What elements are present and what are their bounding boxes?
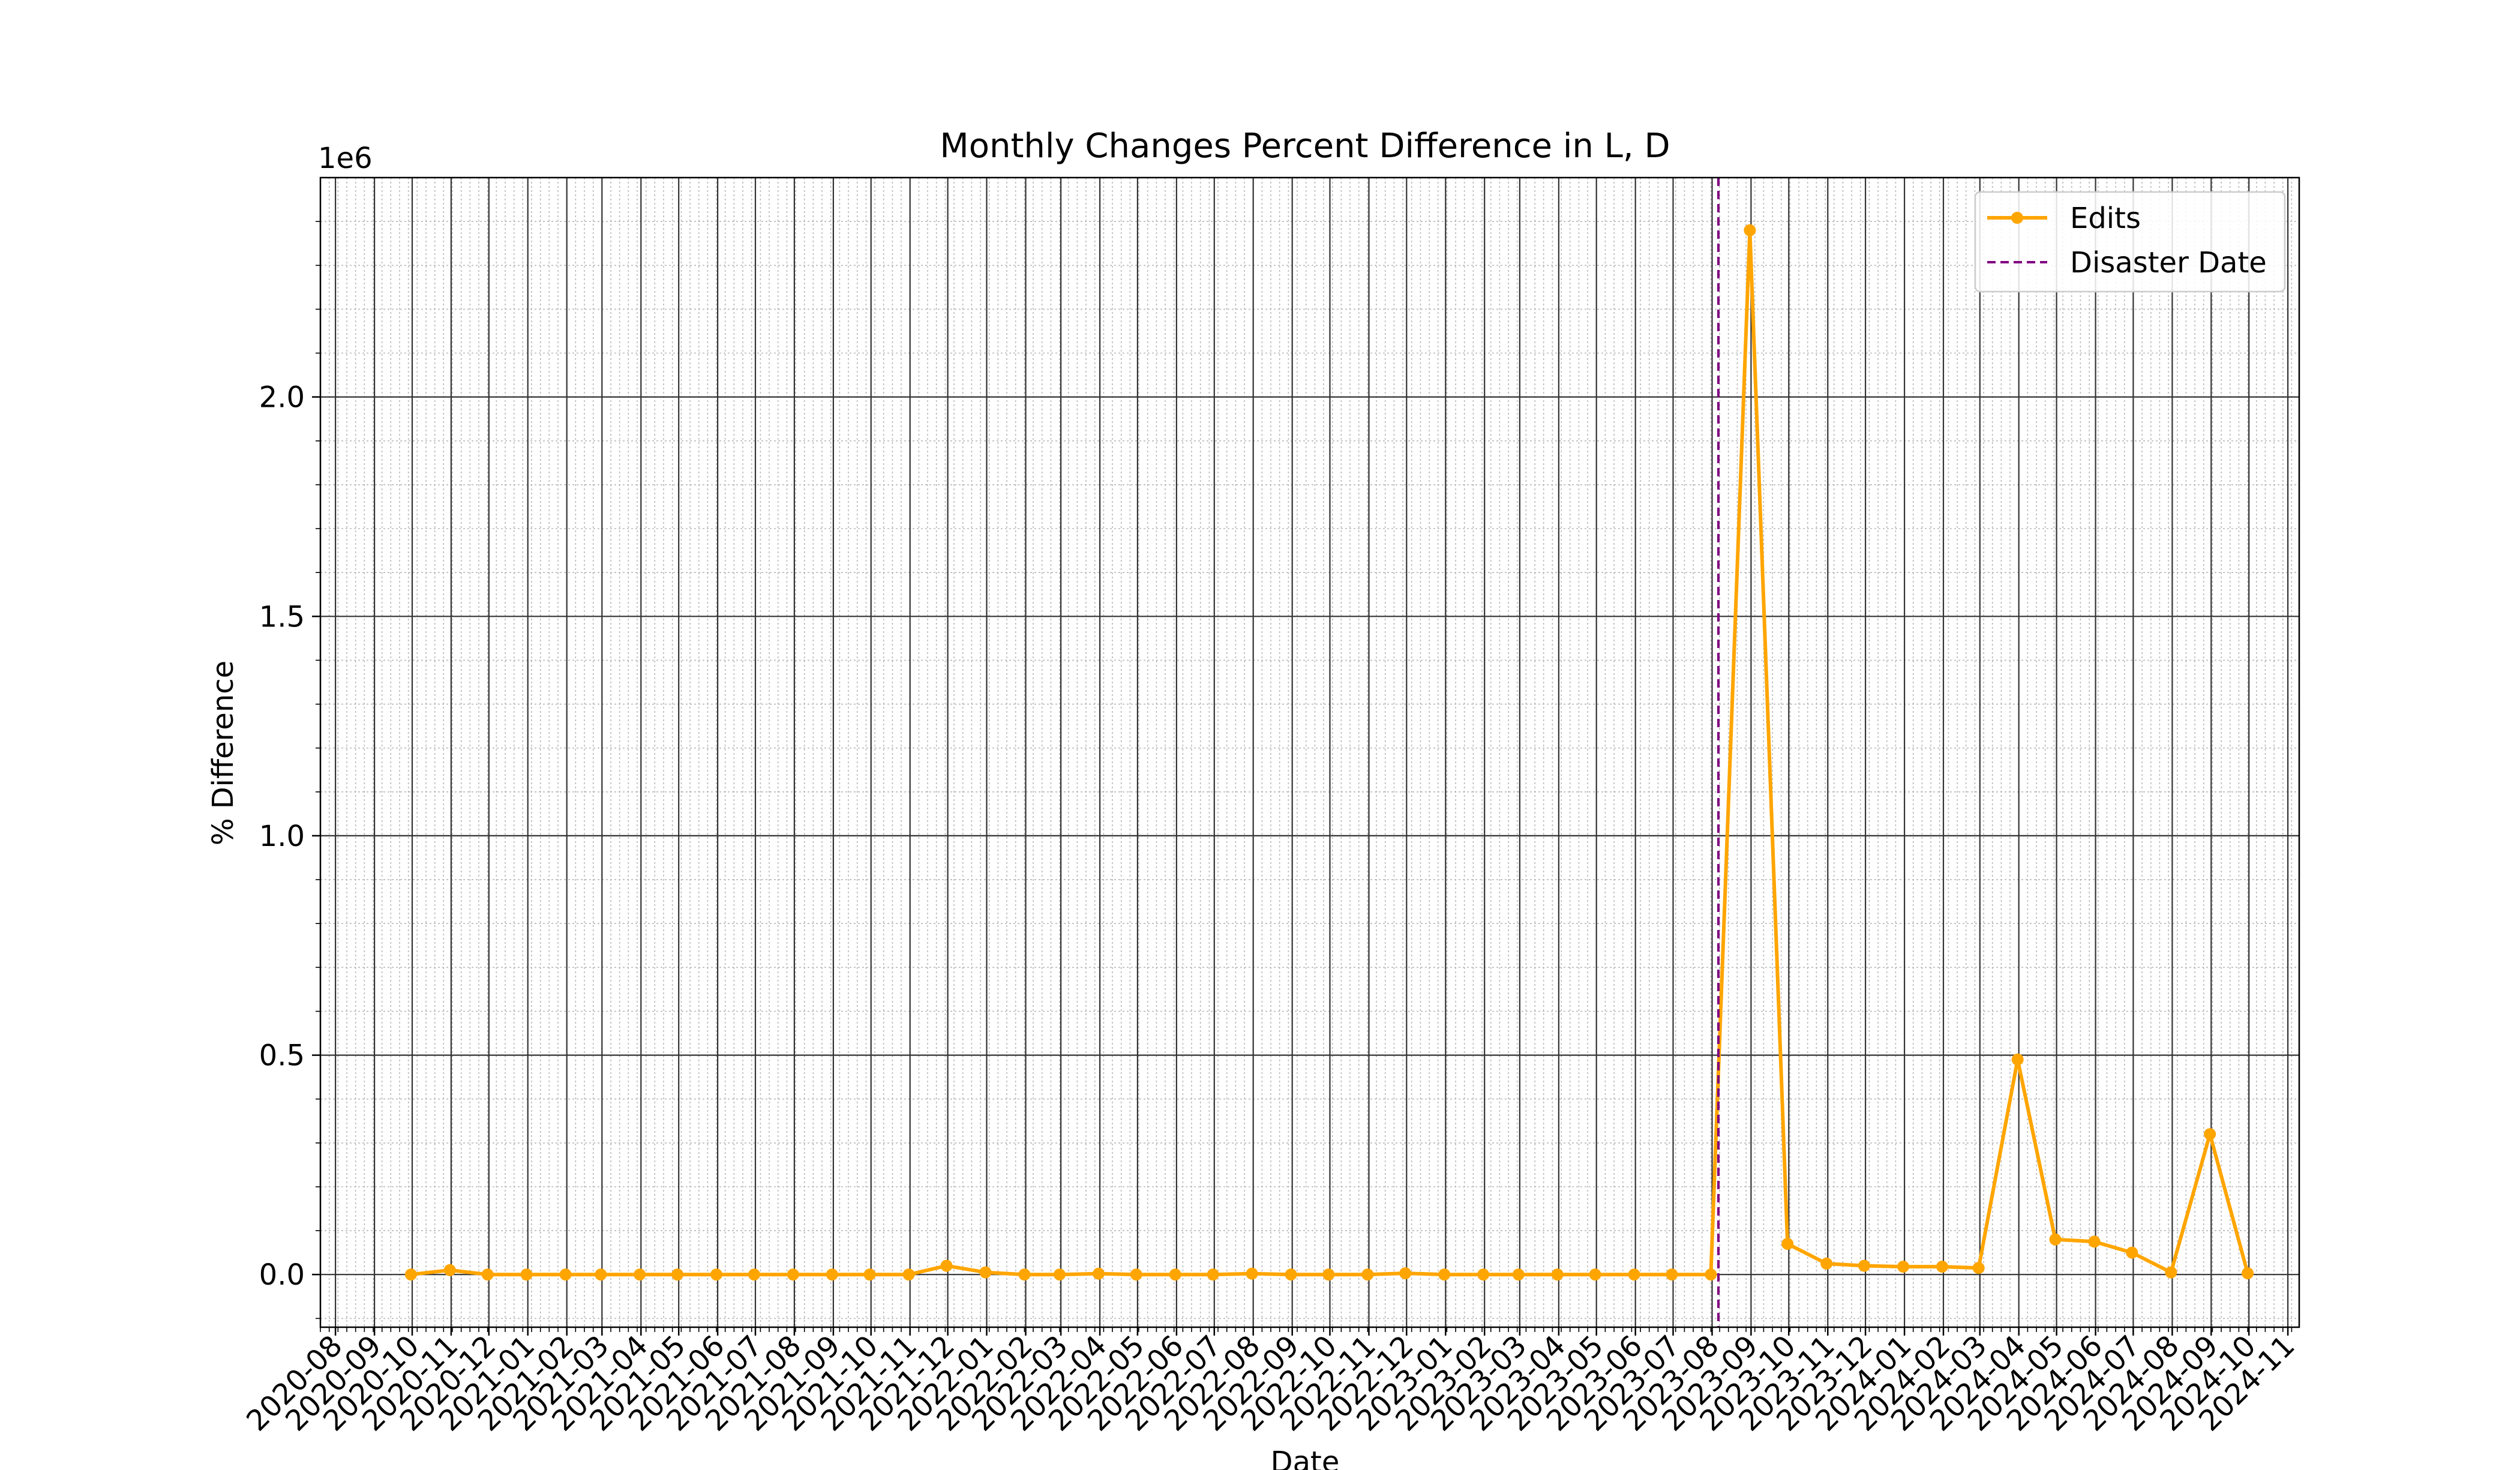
plot-content [404, 178, 2254, 1327]
x-axis-label: Date [1271, 1445, 1340, 1470]
data-point [2165, 1266, 2177, 1279]
data-point [1936, 1261, 1948, 1273]
data-point [1820, 1258, 1833, 1270]
legend: Edits Disaster Date [1974, 191, 2286, 293]
data-point [979, 1266, 992, 1279]
data-point [1322, 1268, 1335, 1281]
data-point [634, 1268, 646, 1281]
data-point [1551, 1268, 1564, 1281]
y-tick-label: 1.5 [259, 600, 305, 634]
data-point [2011, 1053, 2024, 1066]
data-point [2088, 1235, 2101, 1248]
data-point [787, 1268, 799, 1281]
minor-grid [320, 178, 2299, 1327]
data-point [1054, 1268, 1066, 1281]
data-point [1438, 1268, 1451, 1281]
y-tick-label: 2.0 [259, 381, 305, 415]
data-point [2242, 1267, 2254, 1280]
data-point [940, 1259, 953, 1272]
major-grid [320, 178, 2299, 1327]
data-point [443, 1264, 456, 1276]
data-point [1897, 1261, 1909, 1273]
legend-edits-marker [2011, 212, 2023, 224]
data-point [1858, 1259, 1870, 1272]
data-point [710, 1268, 722, 1281]
legend-edits-label: Edits [2070, 202, 2141, 235]
data-point [1512, 1268, 1525, 1281]
data-point [1972, 1262, 1985, 1274]
data-point [2049, 1233, 2062, 1246]
data-point [1781, 1238, 1794, 1250]
data-point [1207, 1268, 1219, 1281]
data-point [1666, 1268, 1678, 1281]
y-offset-label: 1e6 [318, 142, 373, 175]
data-point [595, 1268, 607, 1281]
data-point [481, 1268, 494, 1281]
data-point [2204, 1128, 2216, 1141]
data-point [1628, 1268, 1640, 1281]
data-point [404, 1268, 417, 1281]
data-point [1589, 1268, 1601, 1281]
data-point [1130, 1268, 1142, 1281]
data-point [671, 1268, 684, 1281]
y-axis-label: % Difference [206, 661, 240, 845]
data-point [1285, 1268, 1297, 1281]
legend-box [1974, 191, 2286, 293]
data-point [520, 1268, 533, 1281]
y-tick-label: 1.0 [259, 820, 305, 853]
data-point [1361, 1268, 1374, 1281]
data-point [1477, 1268, 1490, 1281]
x-axis-ticks: 2020-082020-092020-102020-112020-122021-… [240, 1327, 2302, 1438]
y-tick-label: 0.0 [259, 1258, 305, 1292]
data-point [1705, 1268, 1717, 1281]
data-point [559, 1268, 572, 1281]
data-point [748, 1268, 760, 1281]
data-point [1169, 1268, 1181, 1281]
data-point [902, 1268, 915, 1281]
data-point [826, 1268, 838, 1281]
chart-title: Monthly Changes Percent Difference in L,… [940, 127, 1670, 166]
y-axis-ticks: 0.0 0.5 1.0 1.5 2.0 [259, 221, 320, 1319]
data-point [1399, 1267, 1412, 1280]
legend-disaster-label: Disaster Date [2070, 246, 2267, 280]
data-point [2126, 1246, 2138, 1259]
y-tick-label: 0.5 [259, 1039, 305, 1073]
data-point [863, 1268, 876, 1281]
data-point [1246, 1267, 1258, 1280]
data-point [1744, 224, 1756, 236]
data-point [1093, 1267, 1105, 1280]
plot-frame [319, 176, 2300, 1328]
data-point [1018, 1268, 1031, 1281]
